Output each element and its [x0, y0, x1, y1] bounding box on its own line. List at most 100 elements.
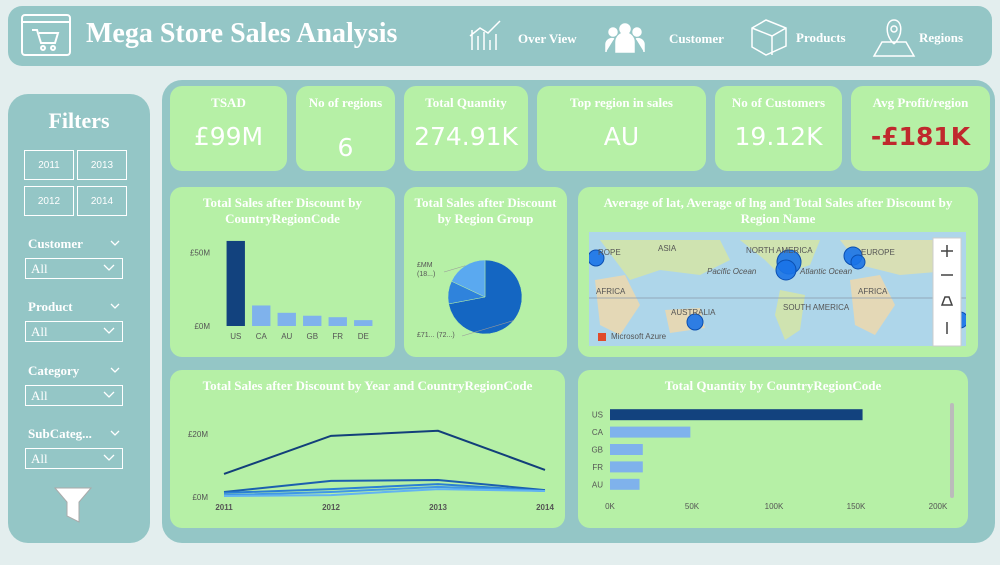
kpi-label: Total Quantity: [425, 95, 507, 110]
year-button[interactable]: 2012: [24, 186, 74, 216]
x-tick-label: CA: [256, 332, 268, 341]
kpi-label: No of regions: [308, 95, 383, 110]
bar: [610, 426, 691, 438]
filter-select[interactable]: All: [25, 258, 123, 279]
kpi-value: 19.12K: [734, 122, 823, 151]
filter-select[interactable]: All: [25, 448, 123, 469]
chart-title: Total Sales after Discount by Year and C…: [202, 378, 533, 393]
x-tick-label: FR: [332, 332, 343, 341]
kpi-value: -£181K: [870, 122, 971, 151]
kpi-label: No of Customers: [731, 95, 826, 110]
x-tick-label: 0K: [605, 502, 615, 511]
page-title: Mega Store Sales Analysis: [86, 18, 398, 49]
kpi-card: [296, 86, 395, 171]
y-tick-label: £20M: [188, 430, 208, 439]
kpi-card: [715, 86, 842, 171]
line-series: [223, 429, 546, 475]
bar: [303, 315, 322, 326]
x-tick-label: 2014: [536, 503, 554, 512]
map-label: Pacific Ocean: [707, 267, 757, 276]
map-label: ASIA: [658, 244, 677, 253]
nav-item[interactable]: Over View: [518, 31, 577, 46]
filter-select[interactable]: All: [25, 321, 123, 342]
chart-title: Total Sales after Discount by Region Gro…: [414, 195, 557, 226]
bar: [610, 409, 863, 421]
map-label: SOUTH AMERICA: [783, 303, 850, 312]
y-tick-label: GB: [591, 446, 603, 455]
kpi-label: Top region in sales: [570, 95, 673, 110]
leader-line: [461, 320, 514, 337]
x-tick-label: 50K: [685, 502, 700, 511]
bar: [226, 240, 245, 326]
y-tick-label: £50M: [190, 249, 210, 258]
line-series: [223, 478, 546, 493]
y-tick-label: £0M: [194, 322, 210, 331]
kpi-card: [537, 86, 706, 171]
data-label: £MM (18...): [417, 262, 436, 278]
bar: [610, 444, 643, 455]
x-tick-label: 2011: [215, 503, 233, 512]
x-tick-label: 2013: [429, 503, 447, 512]
x-tick-label: AU: [281, 332, 292, 341]
x-tick-label: US: [230, 332, 241, 341]
map-labels: ROPE ASIA NORTH AMERICA EUROPE Pacific Ocean…: [596, 244, 895, 341]
map-controls[interactable]: [932, 237, 962, 347]
chevron: [103, 367, 120, 398]
nav-item[interactable]: Customer: [669, 31, 724, 46]
chevron: [103, 303, 120, 334]
kpi-label: TSAD: [211, 95, 246, 110]
y-tick-label: £0M: [192, 493, 208, 502]
nav-item[interactable]: Products: [796, 30, 846, 45]
line-series: [223, 485, 546, 497]
chart-title: Average of lat, Average of lng and Total…: [603, 195, 953, 226]
filter-label: Product: [28, 299, 73, 314]
x-tick-label: 100K: [765, 502, 784, 511]
year-button[interactable]: 2013: [77, 150, 127, 180]
bar: [610, 461, 643, 473]
x-tick-label: 200K: [929, 502, 948, 511]
map-label: NORTH AMERICA: [746, 246, 813, 255]
kpi-card: [170, 86, 287, 171]
kpi-value: AU: [603, 122, 640, 151]
kpi-value: £99M: [193, 122, 264, 151]
bar: [252, 305, 271, 326]
y-tick-label: AU: [592, 480, 603, 489]
bar: [610, 478, 640, 490]
line-series: [223, 488, 546, 498]
chart-title: Total Quantity by CountryRegionCode: [664, 378, 882, 393]
filter-label: SubCateg...: [28, 426, 92, 441]
kpi-card: [851, 86, 990, 171]
x-tick-label: 2012: [322, 503, 340, 512]
x-tick-label: DE: [358, 332, 369, 341]
nav-item[interactable]: Regions: [919, 30, 964, 45]
chart-title: Total Sales after Discount by CountryReg…: [203, 195, 362, 226]
logo-icon: [21, 14, 71, 56]
chevron: [103, 430, 120, 461]
map-label: EUROPE: [861, 248, 895, 257]
bar: [328, 317, 347, 326]
chevron: [103, 240, 120, 271]
azure-logo: [598, 333, 606, 341]
filter-label: Customer: [28, 236, 83, 251]
map-label: ROPE: [598, 248, 621, 257]
bar: [277, 312, 296, 326]
kpi-value: 274.91K: [414, 122, 518, 151]
filter-panel: [8, 94, 150, 543]
filters-title: Filters: [48, 108, 110, 133]
line-series: [223, 483, 546, 494]
header-bar: [8, 6, 992, 66]
map-label: AUSTRALIA: [671, 308, 716, 317]
bar: [354, 320, 373, 326]
filter-label: Category: [28, 363, 80, 378]
map-label: Atlantic Ocean: [799, 267, 853, 276]
year-button[interactable]: 2014: [77, 186, 127, 216]
x-tick-label: GB: [306, 332, 318, 341]
map-label: Microsoft Azure: [611, 332, 667, 341]
scrollbar[interactable]: [950, 403, 954, 498]
year-button[interactable]: 2011: [24, 150, 74, 180]
filter-select[interactable]: All: [25, 385, 123, 406]
map-label: AFRICA: [596, 287, 626, 296]
map: [589, 232, 966, 346]
